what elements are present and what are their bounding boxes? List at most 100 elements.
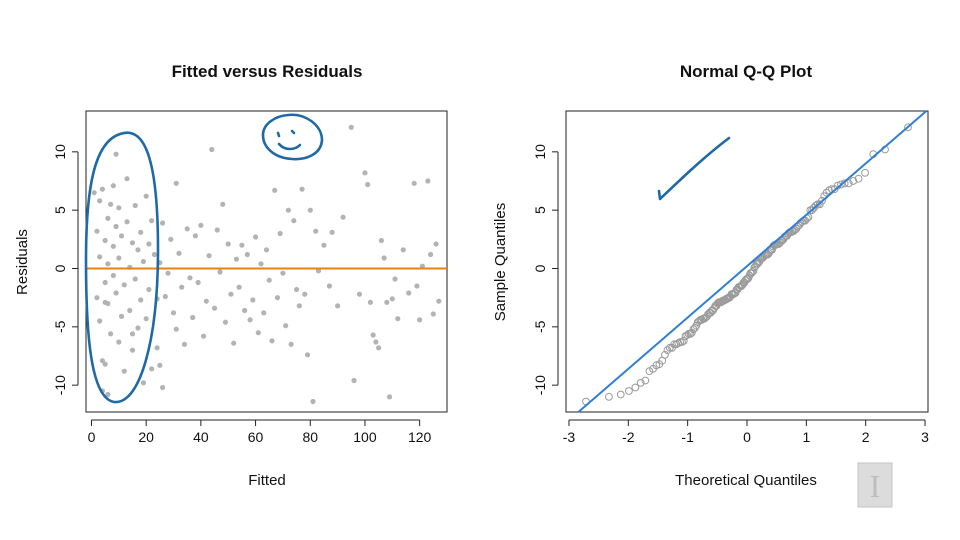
data-point [151, 251, 157, 258]
data-point [222, 319, 229, 325]
data-point [384, 299, 390, 305]
data-point [195, 279, 201, 286]
data-point [132, 202, 138, 209]
y-axis-label: Sample Quantiles [492, 203, 509, 321]
data-point [184, 226, 190, 232]
data-point [173, 180, 179, 186]
data-point [370, 332, 376, 338]
data-point [335, 303, 341, 309]
data-point [313, 228, 319, 234]
data-point [436, 298, 442, 304]
data-point [121, 368, 127, 374]
data-point [386, 394, 393, 400]
qq-point [631, 383, 640, 392]
data-point [321, 242, 327, 248]
data-point [414, 283, 420, 289]
data-point [351, 377, 357, 384]
data-point [105, 215, 111, 221]
data-point [170, 310, 177, 316]
data-point [315, 268, 322, 274]
data-point [124, 176, 130, 182]
data-point [206, 253, 212, 259]
data-point [181, 341, 188, 347]
data-point [299, 186, 305, 192]
data-point [99, 358, 106, 364]
data-point [236, 284, 242, 290]
data-point [291, 218, 297, 224]
handdrawn-stroke [657, 136, 731, 201]
data-point [285, 207, 291, 213]
data-point [168, 236, 174, 242]
y-tick-label: 5 [52, 206, 68, 214]
qq-point [789, 227, 798, 236]
data-point [118, 233, 125, 239]
data-point [209, 146, 215, 153]
qq-reference-line [577, 110, 928, 413]
data-point [99, 186, 106, 192]
data-point [304, 352, 311, 358]
y-axis: -10 -5 0 5 10 [52, 144, 79, 395]
data-point [228, 291, 234, 297]
data-point [97, 198, 103, 204]
data-point [430, 311, 436, 317]
qq-point [616, 390, 625, 399]
svg-text:I: I [870, 468, 881, 504]
data-point [340, 214, 346, 220]
x-tick-label: 0 [743, 429, 751, 445]
data-point [94, 295, 100, 301]
data-point [140, 258, 147, 265]
data-point [214, 227, 220, 233]
data-point [419, 263, 425, 269]
data-point [266, 277, 272, 283]
data-point [97, 254, 103, 260]
data-point [406, 290, 412, 296]
data-point [200, 333, 207, 339]
qq-point [861, 168, 869, 177]
data-point [132, 276, 138, 282]
qq-point [854, 174, 863, 183]
handdrawn-ellipse [84, 131, 160, 404]
data-point [116, 255, 122, 261]
qq-point [818, 196, 826, 205]
data-point [425, 178, 431, 184]
data-point [138, 229, 144, 235]
x-tick-label: -1 [681, 429, 694, 445]
data-point [255, 330, 261, 336]
data-point [242, 307, 248, 314]
data-point [116, 205, 122, 211]
data-point [356, 291, 363, 297]
data-point [162, 293, 168, 300]
qq-point [636, 378, 645, 387]
data-point [187, 275, 193, 281]
data-point [378, 237, 384, 244]
data-point [362, 170, 368, 176]
x-tick-label: 60 [248, 429, 264, 445]
data-point [302, 291, 308, 297]
qq-point [749, 266, 758, 275]
data-point [376, 345, 382, 351]
data-point [143, 193, 149, 199]
qq-point [840, 179, 849, 188]
data-point [272, 187, 278, 193]
chart-title: Normal Q-Q Plot [680, 62, 813, 81]
qq-point [693, 318, 702, 327]
data-point [288, 341, 294, 347]
x-tick-label: 0 [88, 429, 96, 445]
data-point [225, 241, 231, 247]
qq-point [663, 346, 672, 355]
data-point [274, 295, 281, 301]
data-point [146, 286, 152, 293]
data-point [247, 317, 253, 323]
data-point [348, 124, 354, 130]
data-point [307, 207, 313, 213]
data-point [110, 183, 116, 189]
x-tick-label: 3 [921, 429, 929, 445]
data-point [367, 299, 374, 305]
qq-point [605, 392, 613, 401]
data-point [118, 313, 125, 319]
data-point [198, 222, 204, 228]
x-axis: 0 20 40 60 80 100 120 [88, 419, 432, 445]
data-point [261, 310, 267, 316]
y-tick-label: -10 [52, 375, 68, 395]
